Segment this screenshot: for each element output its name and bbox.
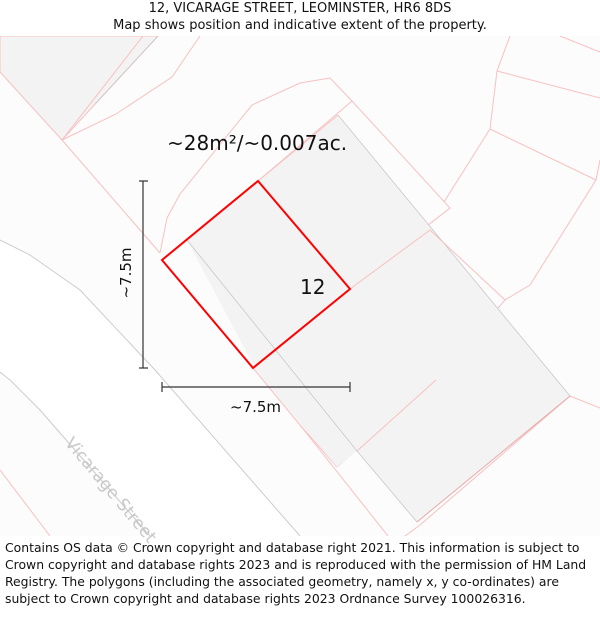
road-edge-north	[0, 239, 301, 536]
area-label: ~28m²/~0.007ac.	[167, 131, 348, 155]
map-header: 12, VICARAGE STREET, LEOMINSTER, HR6 8DS…	[0, 0, 600, 36]
plot-number-label: 12	[300, 275, 326, 299]
horizontal-scale-label: ~7.5m	[230, 398, 282, 416]
copyright-notice: Contains OS data © Crown copyright and d…	[5, 540, 587, 606]
building-terrace	[187, 115, 570, 522]
road-edge-south	[0, 371, 151, 536]
building-top-left	[0, 36, 159, 141]
property-address: 12, VICARAGE STREET, LEOMINSTER, HR6 8DS	[148, 1, 452, 16]
property-map[interactable]: ~28m²/~0.007ac. 12 ~7.5m ~7.5m Vicarage …	[0, 36, 600, 547]
vicarage-street-road	[0, 240, 300, 536]
map-canvas	[0, 36, 600, 536]
map-description: Map shows position and indicative extent…	[113, 18, 487, 33]
horizontal-scale-bar	[161, 382, 351, 392]
vertical-scale-label: ~7.5m	[117, 247, 135, 299]
vertical-scale-bar	[139, 180, 148, 369]
property-boundary[interactable]	[160, 179, 352, 370]
